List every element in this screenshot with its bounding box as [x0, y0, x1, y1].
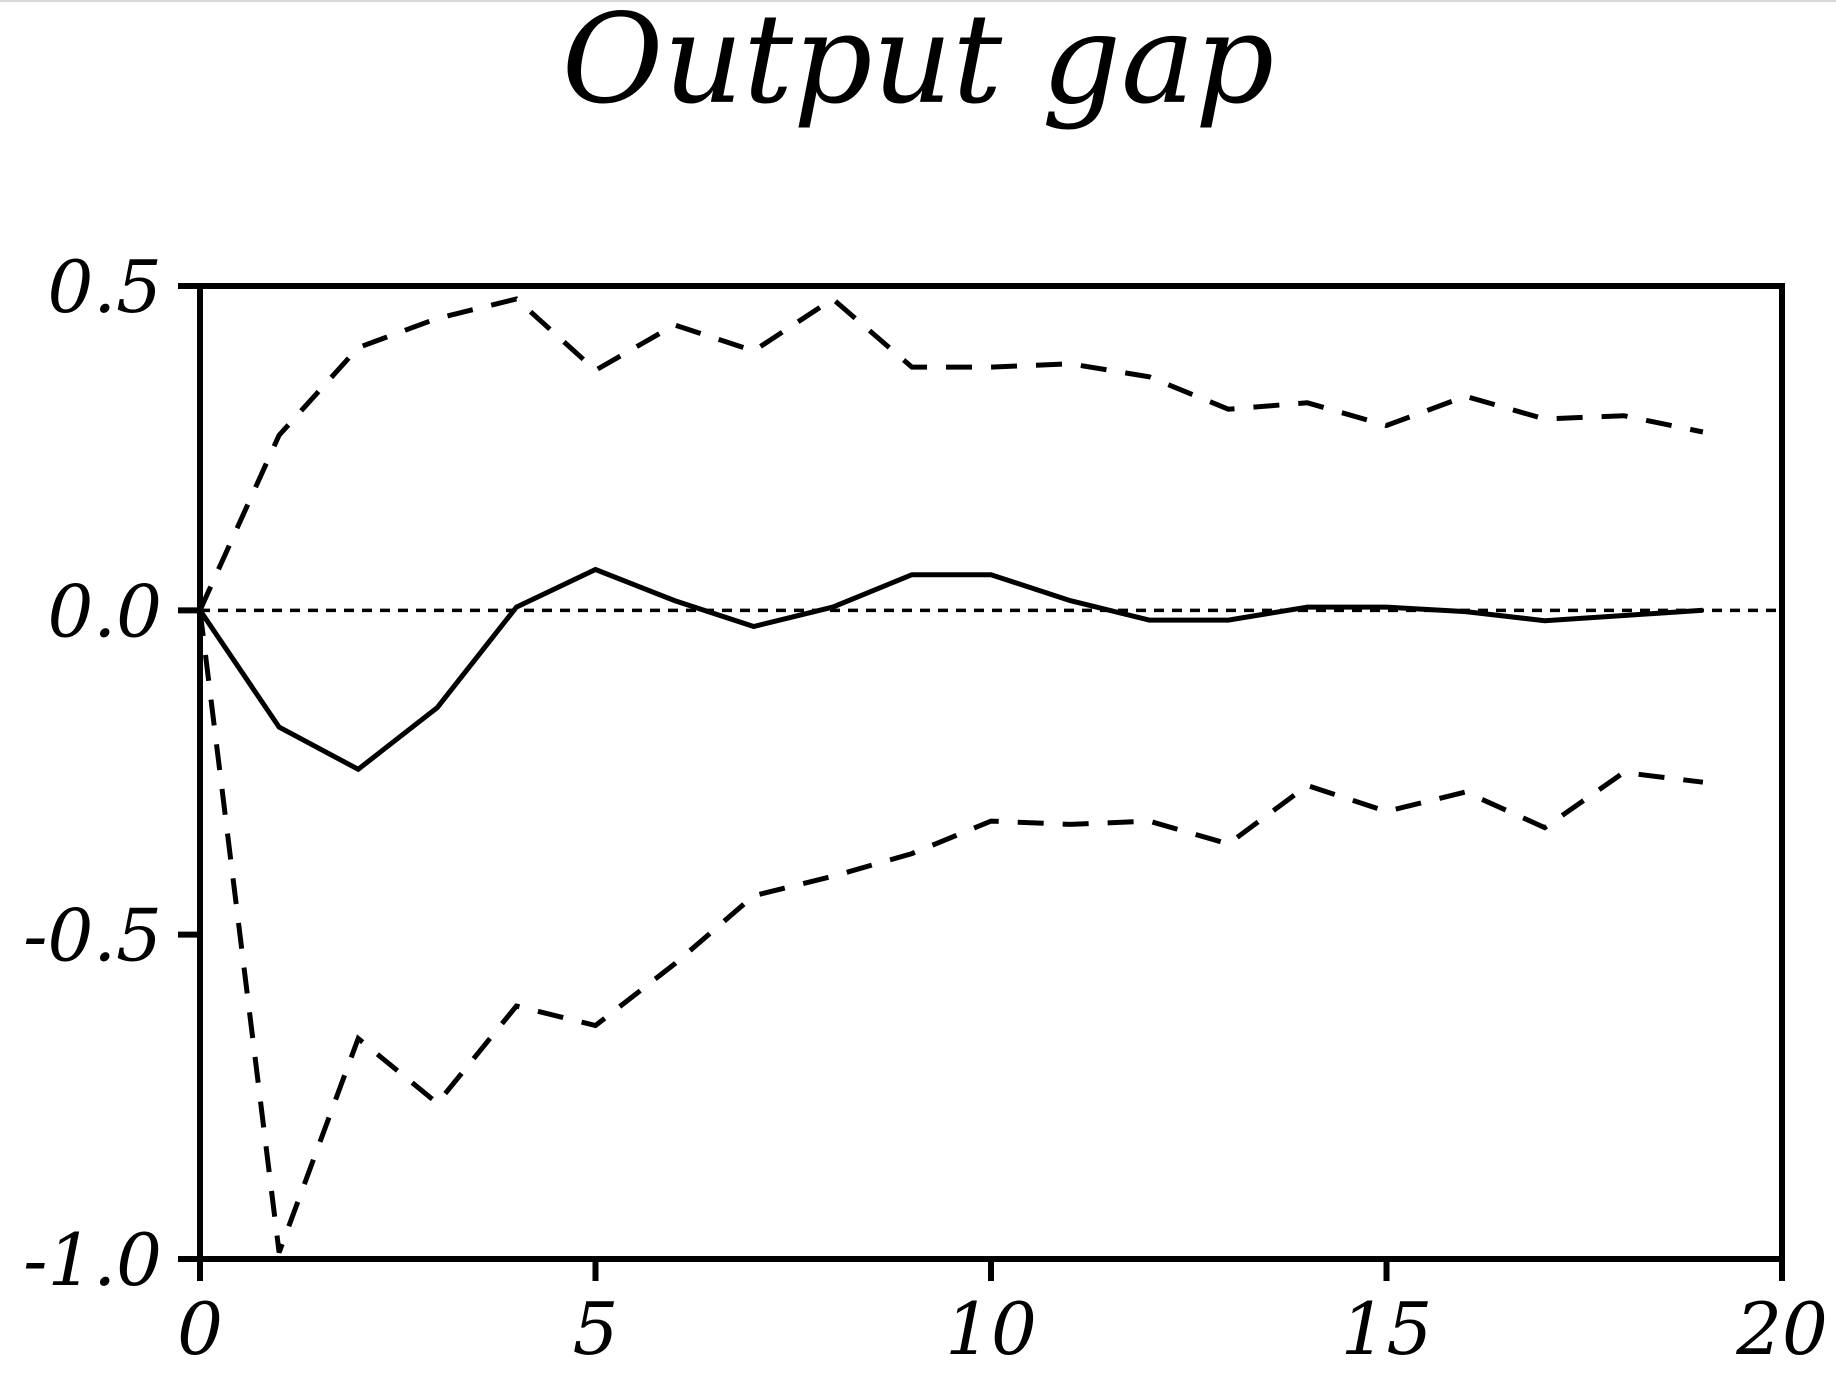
- x-tick-label: 15: [1341, 1287, 1433, 1371]
- x-tick-label: 0: [177, 1287, 223, 1371]
- x-tick-label: 20: [1735, 1287, 1828, 1371]
- series-line-upper-band: [197, 295, 1704, 612]
- y-tick-label: 0.5: [47, 245, 162, 329]
- series-line-response: [197, 566, 1704, 773]
- top-border: [0, 0, 1836, 2]
- chart-title: Output gap: [562, 0, 1275, 132]
- y-tick-label: -1.0: [23, 1218, 162, 1302]
- x-tick-label: 10: [945, 1287, 1037, 1371]
- series-line-lower-band: [197, 609, 1704, 1254]
- y-tick-label: 0.0: [47, 569, 162, 653]
- axes-layer: 0 5 10 15 20 0.5 0.0 -0.5 -1.0: [23, 245, 1828, 1371]
- x-tick-label: 5: [573, 1287, 619, 1371]
- plot-frame: [197, 283, 1785, 1262]
- series-layer: [197, 295, 1704, 1254]
- y-tick-label: -0.5: [23, 894, 162, 978]
